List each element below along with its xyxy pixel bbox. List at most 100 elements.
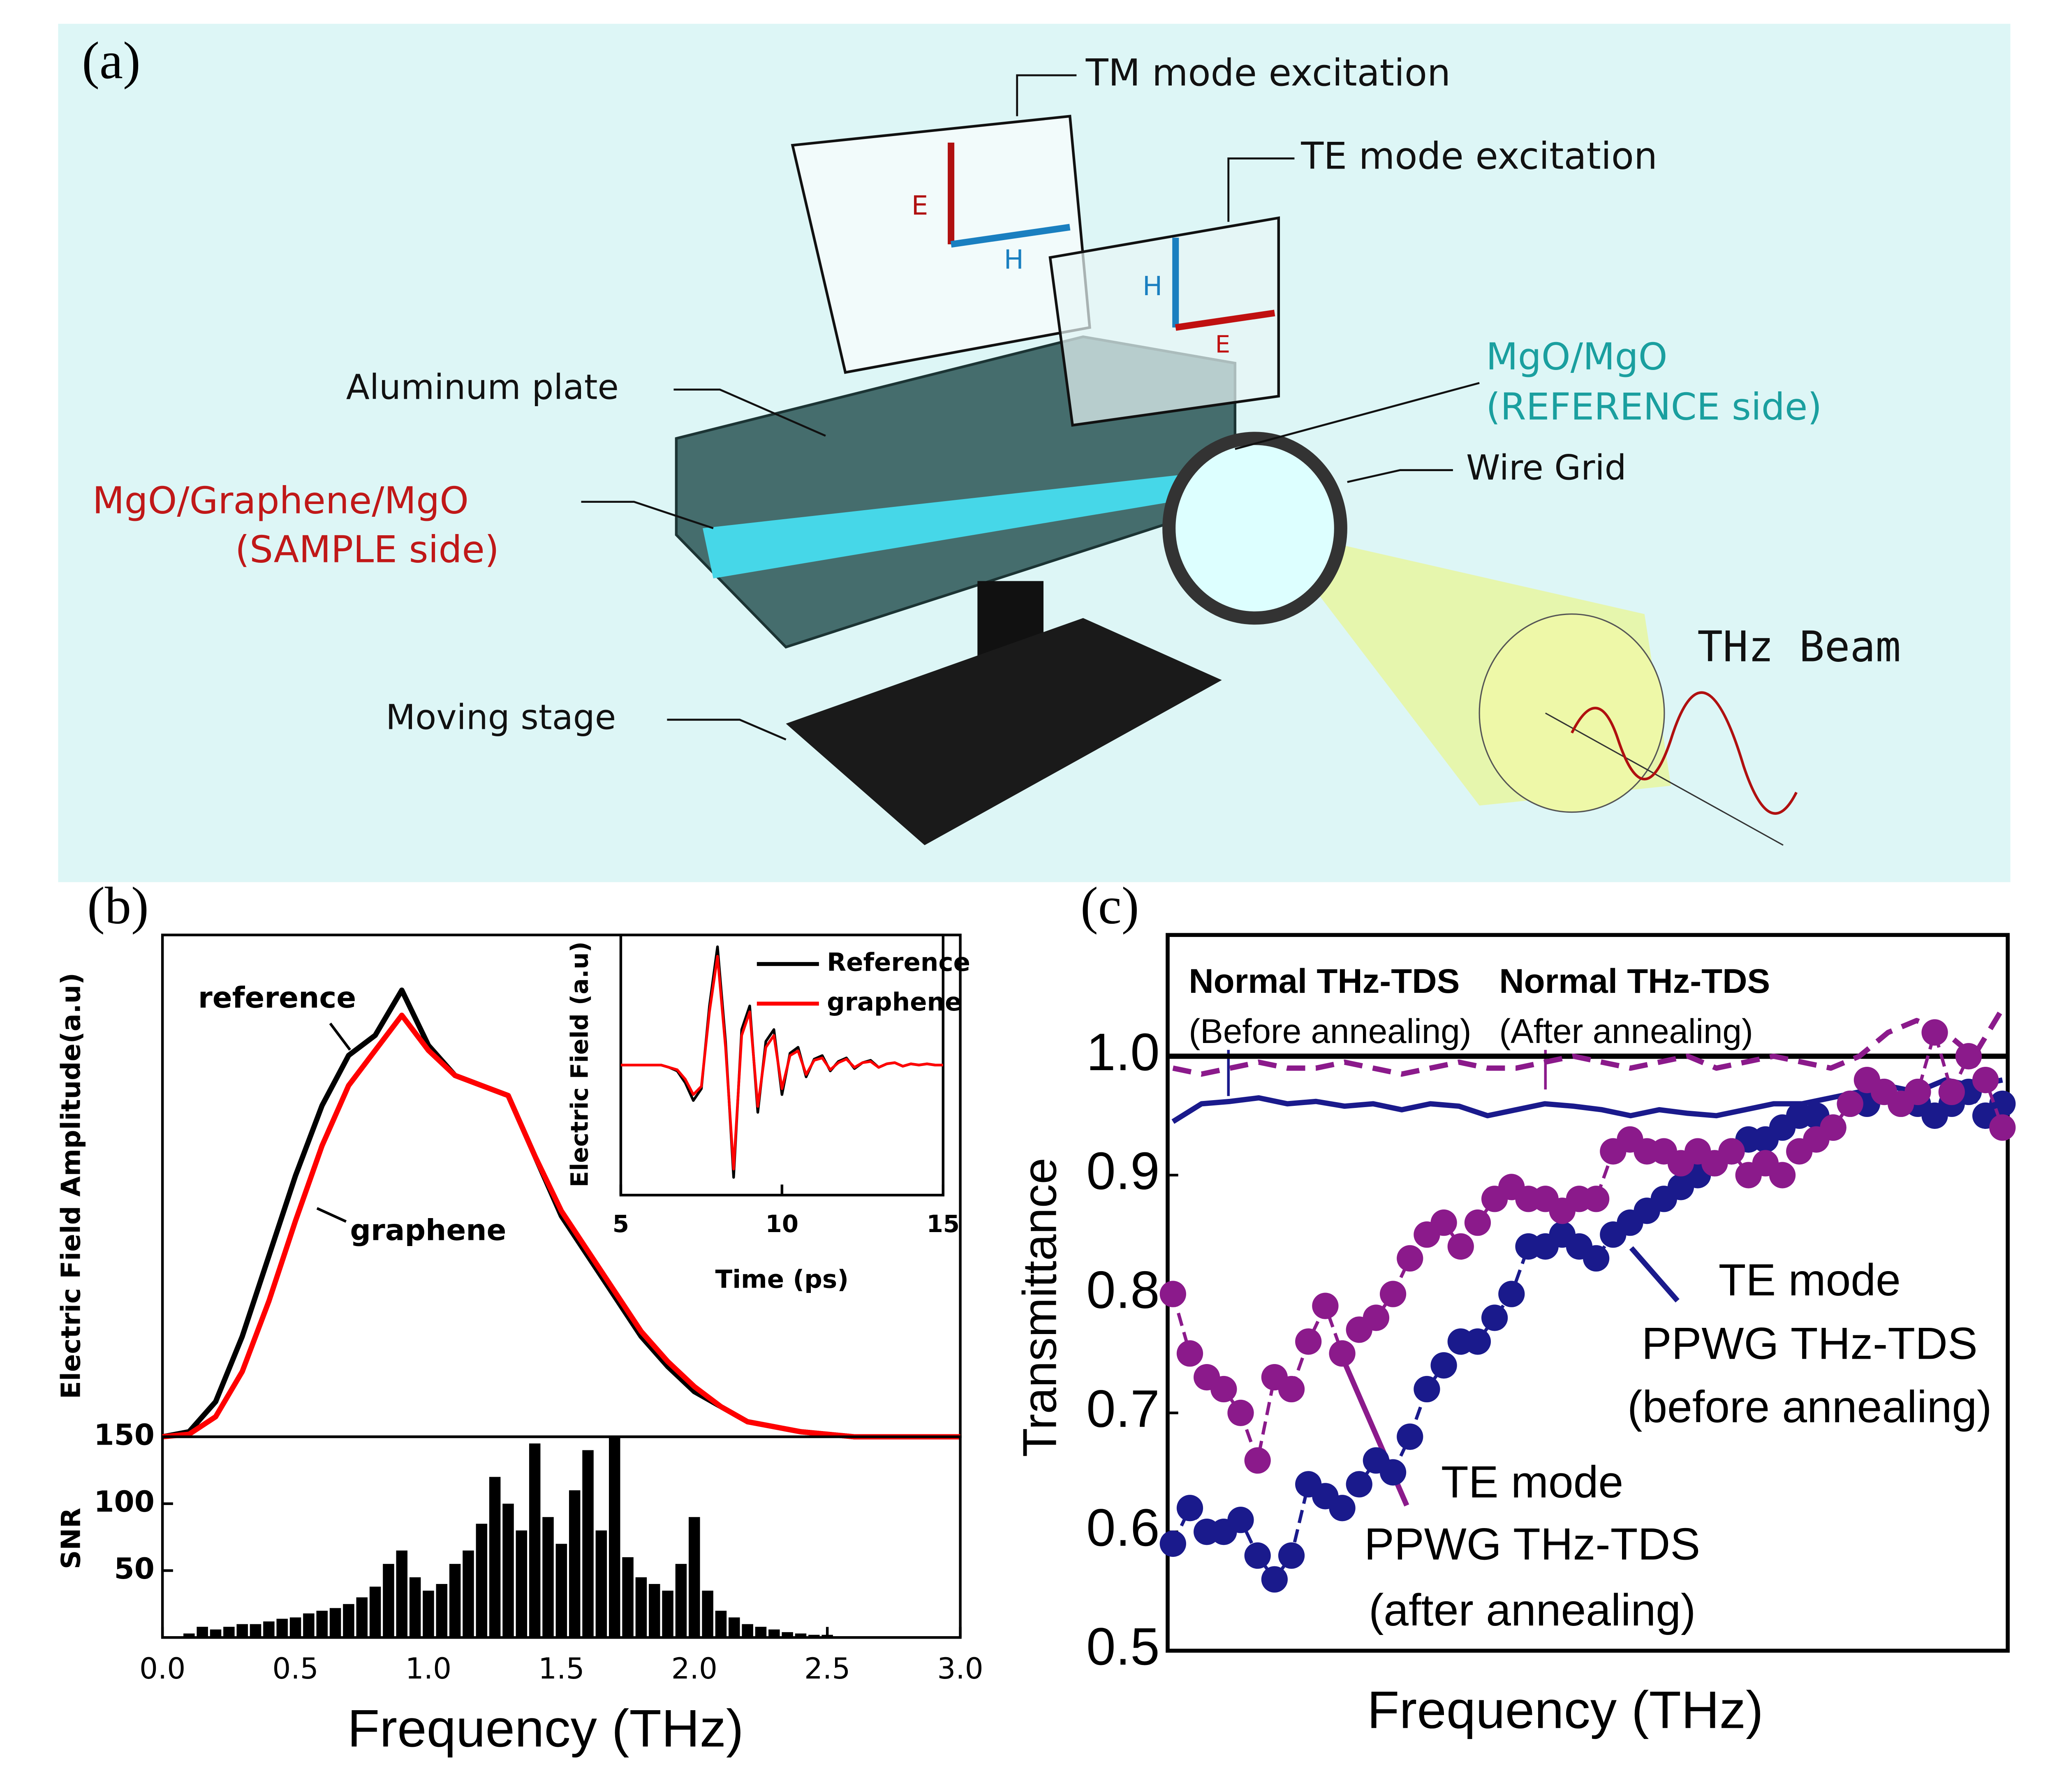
annotation: Normal THz-TDS [1499, 962, 1770, 1000]
bar [423, 1591, 434, 1638]
y-tick-label: 150 [94, 1417, 155, 1452]
marker [1176, 1495, 1203, 1521]
marker [1379, 1281, 1407, 1307]
bar [569, 1490, 581, 1638]
x-tick-label: 0.5 [272, 1651, 318, 1686]
marker [1159, 1530, 1186, 1557]
bar [409, 1577, 421, 1638]
curve-label: graphene [350, 1213, 506, 1247]
marker [1329, 1340, 1356, 1367]
bar [715, 1611, 727, 1638]
y-axis-label: Electric Field (a.u) [566, 941, 594, 1187]
marker [1498, 1281, 1525, 1307]
bar [675, 1564, 687, 1638]
bar [742, 1624, 753, 1638]
bar [529, 1443, 541, 1638]
bar [662, 1591, 673, 1638]
panel-label: (b) [87, 876, 149, 935]
bar [702, 1591, 713, 1638]
series-line [1172, 1007, 2005, 1077]
panel-label: (c) [1081, 876, 1139, 935]
marker [1837, 1090, 1863, 1117]
marker [1227, 1399, 1254, 1426]
marker [1244, 1542, 1271, 1569]
marker [1583, 1186, 1610, 1212]
bar [329, 1608, 341, 1638]
panel-label: (a) [82, 31, 141, 90]
x-tick-label: 5 [613, 1210, 629, 1238]
bar [303, 1613, 315, 1638]
bar [795, 1633, 807, 1638]
bar [755, 1627, 767, 1638]
bar [356, 1597, 368, 1638]
label: Wire Grid [1466, 447, 1627, 488]
bar [821, 1635, 833, 1638]
x-tick-label: 3.0 [937, 1651, 983, 1686]
x-tick-label: 10 [766, 1210, 798, 1238]
y-tick-label: 0.9 [1086, 1142, 1160, 1200]
bar [383, 1564, 394, 1638]
label: TE mode excitation [1300, 135, 1657, 178]
bar [502, 1503, 514, 1638]
leader-lines [581, 74, 1480, 741]
label: E [912, 190, 928, 221]
marker [1278, 1542, 1305, 1569]
marker [1989, 1090, 2016, 1117]
marker [1210, 1376, 1237, 1403]
y-axis-label: Transmittance [1013, 1158, 1067, 1457]
marker [1329, 1495, 1356, 1521]
label: H [1004, 245, 1024, 275]
marker [1346, 1471, 1372, 1498]
bar [582, 1450, 594, 1638]
moving-stage [786, 618, 1222, 845]
marker [1718, 1138, 1745, 1165]
legend-label: graphene [827, 987, 962, 1017]
legend-label: Reference [827, 948, 970, 977]
y-tick-label: 0.8 [1086, 1261, 1160, 1320]
y-tick-label: 0.5 [1086, 1617, 1160, 1676]
bar [476, 1524, 488, 1638]
label: Moving stage [386, 697, 616, 738]
marker [1227, 1507, 1254, 1533]
x-tick-label: 2.5 [804, 1651, 850, 1686]
annotation: PPWG THz-TDS [1642, 1318, 1978, 1369]
label: TM mode excitation [1085, 52, 1451, 95]
bar [635, 1577, 647, 1638]
bar [276, 1619, 288, 1638]
bar [595, 1530, 607, 1638]
label: (REFERENCE side) [1486, 386, 1822, 429]
marker [1312, 1293, 1339, 1319]
marker [1989, 1114, 2016, 1141]
y-tick-label: 1.0 [1086, 1023, 1160, 1082]
beam-axis [1545, 712, 1784, 846]
bar [768, 1629, 780, 1638]
label: THz Beam [1697, 623, 1901, 672]
bar [289, 1617, 301, 1638]
label: (SAMPLE side) [235, 529, 499, 571]
annotation: (Before annealing) [1189, 1012, 1471, 1050]
marker [1820, 1114, 1846, 1141]
bar [542, 1517, 554, 1638]
bar [316, 1611, 328, 1638]
x-tick-label: 0.0 [139, 1651, 185, 1686]
annotation: (after annealing) [1369, 1585, 1696, 1635]
bar [689, 1517, 700, 1638]
annotation: TE mode [1441, 1457, 1623, 1508]
y-tick-label: 50 [114, 1552, 155, 1586]
bar [463, 1550, 474, 1638]
marker [1972, 1066, 1999, 1094]
bar [369, 1586, 381, 1638]
mgo-layer [703, 469, 1235, 578]
marker [1278, 1376, 1305, 1403]
marker [1481, 1304, 1508, 1331]
bar [436, 1584, 448, 1638]
bar [516, 1530, 528, 1638]
marker [1379, 1459, 1407, 1486]
curve-label: reference [198, 980, 356, 1015]
bar [782, 1632, 793, 1638]
bar [183, 1633, 195, 1638]
wire-grid [1162, 432, 1347, 625]
annotation: Normal THz-TDS [1189, 962, 1460, 1000]
marker [1414, 1376, 1440, 1403]
